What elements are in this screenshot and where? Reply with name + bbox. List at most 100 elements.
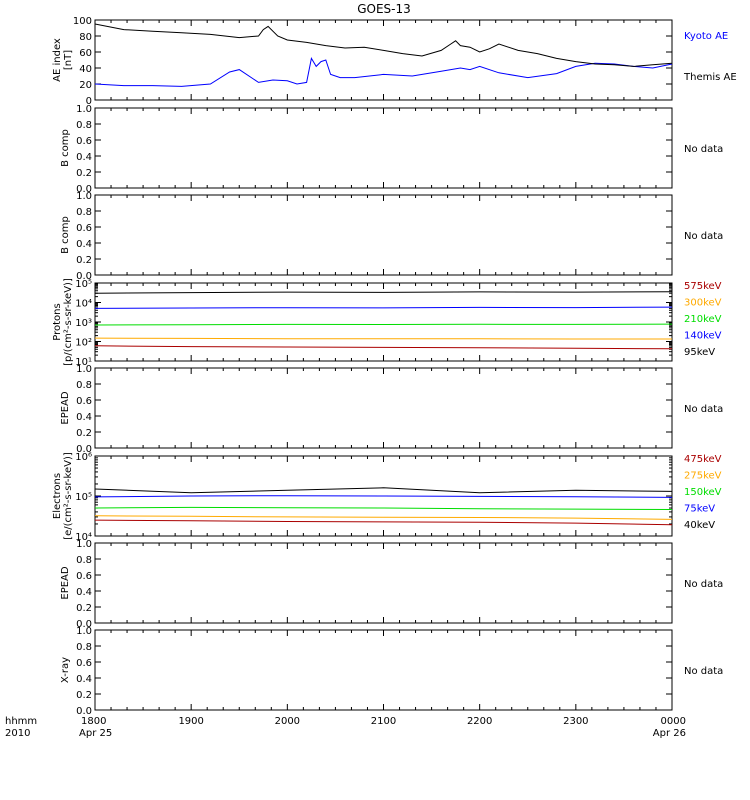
y-tick-label: 1.0 [76,104,92,115]
y-tick-label: 0.8 [76,642,92,653]
x-tick-label: 0000 [661,716,686,727]
legend-label: 75keV [684,504,715,515]
y-tick-label: 0.0 [76,444,92,455]
y-tick-label: 1.0 [76,364,92,375]
y-tick-label: 10⁴ [75,299,92,310]
legend-label: 575keV [684,281,722,292]
no-data-label: No data [684,579,723,590]
y-axis-label: B comp [60,216,71,254]
legend-label: 275keV [684,471,722,482]
y-tick-label: 0.2 [76,690,92,701]
y-tick-label: 0.0 [76,184,92,195]
x-tick-label: 2100 [371,716,396,727]
y-tick-label: 0.4 [76,152,92,163]
y-tick-label: 10⁵ [75,279,92,290]
y-tick-label: 10⁵ [75,492,92,503]
y-tick-label: 10⁶ [75,452,92,463]
y-tick-label: 0.8 [76,380,92,391]
y-axis-label: [e/(cm²-s-sr-keV)] [63,452,74,540]
no-data-label: No data [684,231,723,242]
no-data-label: No data [684,666,723,677]
panel-frame [94,107,673,189]
y-axis-label: EPEAD [60,566,71,600]
y-axis-label: [nT] [63,50,74,70]
series-140kev [94,306,673,309]
panel-7 [94,542,673,624]
y-tick-label: 0.4 [76,674,92,685]
legend-label: 150keV [684,487,722,498]
panel-frame [94,282,673,362]
series-210kev [94,323,673,326]
x-tick-label: 1900 [178,716,203,727]
panel-2 [94,107,673,189]
y-tick-label: 1.0 [76,191,92,202]
legend-label: 300keV [684,298,722,309]
x-date-label: Apr 26 [653,728,686,739]
x-date-label: Apr 25 [79,728,112,739]
series-575kev [94,345,673,350]
x-row-label: hhmm [5,716,37,727]
series-150kev [94,506,673,510]
y-tick-label: 10² [75,338,92,349]
y-tick-label: 0.8 [76,555,92,566]
y-tick-label: 0.4 [76,412,92,423]
y-tick-label: 0.8 [76,120,92,131]
panel-8 [94,629,673,711]
legend-label: Themis AE [683,72,737,83]
chart-title: GOES-13 [357,2,411,16]
y-axis-label: Protons [52,303,63,340]
y-tick-label: 10⁴ [75,532,92,543]
y-tick-label: 0.6 [76,223,92,234]
x-tick-label: 1800 [81,716,106,727]
y-tick-label: 0.0 [76,619,92,630]
panel-4 [94,282,673,362]
series-95kev [94,291,673,294]
y-tick-label: 10³ [75,318,92,329]
y-tick-label: 0.8 [76,207,92,218]
legend-label: 475keV [684,454,722,465]
panel-6 [94,455,673,537]
y-tick-label: 0.2 [76,168,92,179]
legend-label: Kyoto AE [684,31,728,42]
panel-frame [94,194,673,276]
series-40kev [94,487,673,494]
y-tick-label: 1.0 [76,539,92,550]
panel-frame [94,629,673,711]
legend-label: 40keV [684,520,715,531]
y-axis-label: AE index [52,38,63,82]
panel-frame [94,367,673,449]
x-tick-label: 2300 [563,716,588,727]
x-row-label: 2010 [5,728,30,739]
panel-frame [94,542,673,624]
y-tick-label: 40 [79,64,92,75]
series-kyoto-ae [94,57,673,87]
y-axis-label: Electrons [52,473,63,519]
y-tick-label: 0.4 [76,587,92,598]
series-475kev [94,519,673,526]
y-tick-label: 0.2 [76,255,92,266]
y-tick-label: 0.0 [76,271,92,282]
y-tick-label: 0 [86,96,92,107]
series-275kev [94,515,673,520]
x-tick-label: 2200 [467,716,492,727]
y-tick-label: 100 [73,16,92,27]
series-themis-ae [94,23,673,67]
y-tick-label: 0.4 [76,239,92,250]
no-data-label: No data [684,144,723,155]
y-tick-label: 20 [79,80,92,91]
panel-1 [94,19,673,101]
y-tick-label: 10¹ [75,357,92,368]
y-axis-label: B comp [60,129,71,167]
y-tick-label: 0.6 [76,658,92,669]
y-tick-label: 1.0 [76,626,92,637]
series-300kev [94,337,672,340]
y-tick-label: 0.2 [76,428,92,439]
y-tick-label: 80 [79,32,92,43]
panel-frame [94,19,673,101]
legend-label: 210keV [684,314,722,325]
y-tick-label: 0.6 [76,571,92,582]
y-tick-label: 0.6 [76,136,92,147]
panel-3 [94,194,673,276]
y-tick-label: 0.0 [76,706,92,717]
